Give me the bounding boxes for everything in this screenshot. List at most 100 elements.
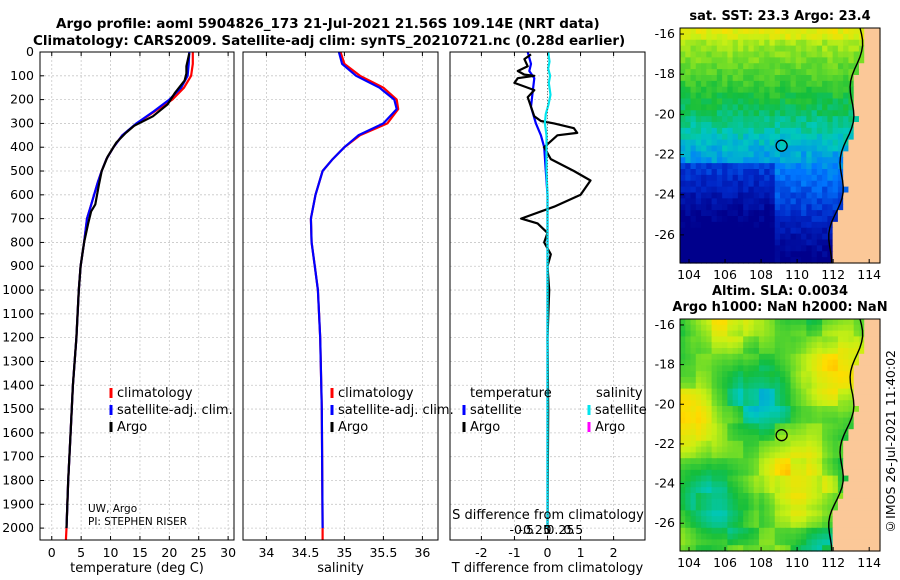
map-cell (685, 169, 692, 176)
map-cell (727, 429, 734, 436)
map-cell (753, 377, 760, 384)
map-cell (837, 394, 844, 401)
map-cell (822, 388, 828, 395)
map-cell (864, 533, 871, 540)
map-cell (753, 423, 760, 430)
map-cell (832, 417, 839, 424)
map-cell (790, 353, 797, 361)
map-cell (695, 127, 702, 135)
map-cell (753, 116, 760, 123)
map-cell (864, 221, 871, 229)
map-cell (864, 406, 871, 413)
map-cell (764, 504, 771, 511)
map-cell (680, 319, 686, 326)
map-cell (701, 353, 707, 361)
map-cell (848, 33, 855, 41)
map-cell (727, 251, 734, 258)
map-cell (801, 39, 807, 47)
map-cell (811, 186, 818, 194)
map-cell (848, 28, 855, 35)
map-cell (853, 151, 860, 158)
map-cell (816, 198, 823, 205)
map-cell (806, 498, 813, 506)
map-cell (827, 63, 834, 70)
map-cell (785, 98, 792, 105)
map-cell (690, 446, 697, 453)
map-cell (853, 330, 860, 337)
map-cell (695, 75, 702, 82)
map-cell (685, 377, 692, 384)
map-cell (853, 45, 860, 53)
map-cell (853, 440, 860, 448)
map-cell (716, 198, 723, 205)
map-cell (858, 198, 865, 205)
map-cell (753, 28, 760, 35)
map-cell (727, 98, 734, 105)
map-cell (727, 122, 734, 129)
map-cell (706, 139, 713, 147)
map-cell (811, 33, 818, 41)
map-cell (874, 388, 881, 395)
x-tick-label: 35.5 (369, 545, 397, 560)
map-cell (832, 504, 839, 511)
map-cell (874, 216, 881, 223)
map-cell (695, 192, 702, 199)
map-cell (690, 116, 697, 123)
map-cell (695, 110, 702, 117)
map-cell (780, 400, 786, 407)
map-cell (690, 28, 697, 35)
map-cell (795, 127, 802, 135)
map-cell (753, 406, 760, 413)
map-cell (769, 233, 776, 241)
map-cell (680, 51, 686, 58)
map-cell (774, 411, 781, 419)
map-cell (711, 330, 718, 337)
map-cell (743, 394, 750, 401)
map-cell (748, 342, 755, 349)
map-cell (711, 388, 718, 395)
map-cell (811, 210, 818, 217)
map-cell (785, 116, 792, 123)
map-cell (848, 174, 855, 182)
map-cell (764, 411, 771, 419)
map-cell (732, 157, 739, 164)
map-cell (811, 411, 818, 419)
map-cell (822, 28, 828, 35)
map-cell (753, 51, 760, 58)
x-tick-label: 10 (103, 545, 119, 560)
map-cell (769, 39, 776, 47)
map-cell (680, 504, 686, 511)
map-cell (706, 504, 713, 511)
map-cell (780, 336, 786, 343)
map-cell (701, 63, 707, 70)
map-cell (753, 133, 760, 141)
map-cell (822, 516, 828, 523)
map-cell (769, 221, 776, 229)
map-cell (695, 133, 702, 141)
map-cell (732, 75, 739, 82)
map-cell (785, 227, 792, 235)
map-cell (727, 353, 734, 361)
map-cell (706, 98, 713, 105)
map-cell (764, 133, 771, 141)
map-cell (843, 163, 850, 170)
map-cell (737, 98, 744, 105)
map-cell (874, 69, 881, 76)
map-cell (743, 353, 750, 361)
map-cell (706, 63, 713, 70)
map-cell (743, 51, 750, 58)
map-cell (753, 227, 760, 235)
map-cell (706, 382, 713, 390)
map-cell (680, 233, 686, 241)
map-cell (732, 324, 739, 332)
map-cell (769, 239, 776, 246)
map-cell (774, 33, 781, 41)
map-y-tick-label: -18 (655, 66, 675, 81)
map-cell (827, 69, 834, 76)
map-cell (680, 28, 686, 35)
map-cell (769, 394, 776, 401)
map-cell (832, 75, 839, 82)
map-cell (811, 487, 818, 494)
map-cell (858, 510, 865, 517)
y-tick-label: 1200 (2, 330, 34, 345)
